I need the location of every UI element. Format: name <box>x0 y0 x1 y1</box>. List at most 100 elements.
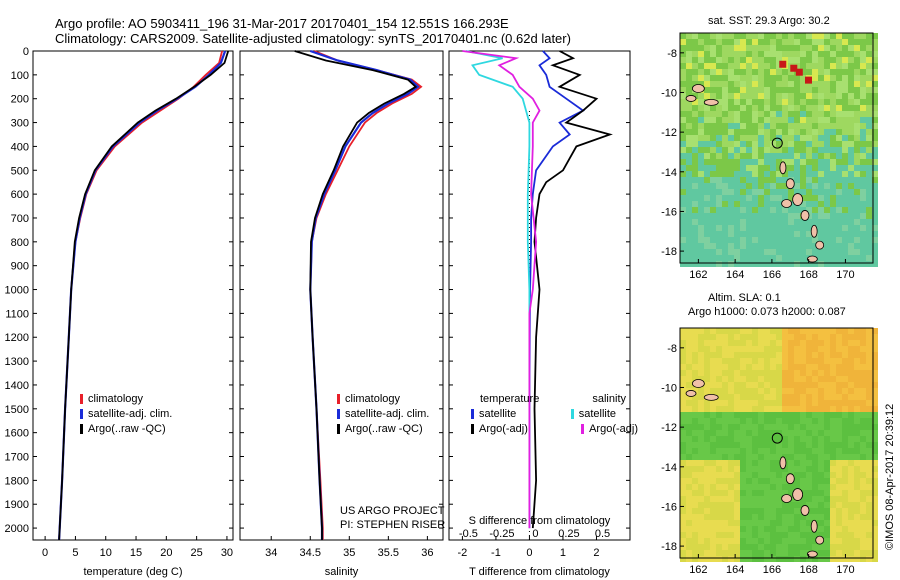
map-cell <box>800 81 806 87</box>
map-cell <box>830 129 836 135</box>
map-cell <box>818 430 824 436</box>
map-cell <box>806 448 812 454</box>
map-cell <box>710 123 716 129</box>
map-cell <box>704 526 710 532</box>
map-cell <box>788 207 794 213</box>
map-cell <box>710 135 716 141</box>
map-cell <box>710 129 716 135</box>
map-cell <box>722 346 728 352</box>
map-cell <box>722 514 728 520</box>
map-cell <box>710 63 716 69</box>
map-cell <box>830 93 836 99</box>
map-cell <box>788 430 794 436</box>
map-cell <box>818 532 824 538</box>
map-cell <box>770 502 776 508</box>
map-cell <box>680 370 686 376</box>
map-cell <box>848 105 854 111</box>
map-cell <box>818 406 824 412</box>
map-cell <box>782 382 788 388</box>
map-cell <box>710 81 716 87</box>
map-cell <box>836 520 842 526</box>
map-cell <box>692 57 698 63</box>
map-cell <box>812 418 818 424</box>
map-cell <box>818 514 824 520</box>
map-cell <box>698 352 704 358</box>
map-cell <box>788 532 794 538</box>
map-cell <box>824 237 830 243</box>
map-cell <box>848 496 854 502</box>
map-cell <box>716 135 722 141</box>
map-cell <box>770 231 776 237</box>
map-cell <box>854 231 860 237</box>
map-cell <box>848 478 854 484</box>
map-cell <box>716 57 722 63</box>
map-cell <box>788 249 794 255</box>
map-cell <box>854 436 860 442</box>
map-cell <box>746 364 752 370</box>
map-cell <box>872 430 878 436</box>
map-cell <box>824 400 830 406</box>
map-cell <box>686 406 692 412</box>
map-cell <box>710 424 716 430</box>
map-cell <box>848 39 854 45</box>
map-cell <box>866 514 872 520</box>
map-cell <box>860 334 866 340</box>
map-cell <box>788 352 794 358</box>
map-cell <box>686 249 692 255</box>
map-cell <box>770 460 776 466</box>
map-cell <box>812 117 818 123</box>
map-cell <box>710 171 716 177</box>
map-cell <box>782 346 788 352</box>
map-cell <box>830 105 836 111</box>
map-cell <box>866 502 872 508</box>
map-cell <box>872 334 878 340</box>
map-cell <box>752 364 758 370</box>
map-cell <box>830 225 836 231</box>
map-cell <box>698 153 704 159</box>
map-cell <box>782 340 788 346</box>
map-cell <box>830 424 836 430</box>
map-cell <box>770 484 776 490</box>
map-cell <box>860 219 866 225</box>
map-cell <box>812 490 818 496</box>
map-cell <box>716 213 722 219</box>
map-cell <box>836 153 842 159</box>
map-cell <box>728 484 734 490</box>
map-cell <box>698 51 704 57</box>
map-cell <box>782 135 788 141</box>
map-cell <box>752 33 758 39</box>
map-cell <box>812 334 818 340</box>
map-cell <box>680 33 686 39</box>
map-cell <box>728 231 734 237</box>
map-cell <box>794 153 800 159</box>
map-cell <box>734 69 740 75</box>
map-cell <box>776 436 782 442</box>
map-cell <box>746 159 752 165</box>
map-cell <box>692 472 698 478</box>
map-cell <box>746 111 752 117</box>
map-cell <box>836 123 842 129</box>
map-cell <box>812 358 818 364</box>
map-cell <box>824 412 830 418</box>
map-cell <box>848 550 854 556</box>
map-cell <box>704 231 710 237</box>
map-cell <box>842 454 848 460</box>
map-cell <box>698 111 704 117</box>
map-cell <box>866 99 872 105</box>
map-cell <box>692 219 698 225</box>
map-cell <box>740 255 746 261</box>
map-cell <box>848 406 854 412</box>
map-cell <box>842 370 848 376</box>
map-cell <box>812 177 818 183</box>
map-cell <box>680 484 686 490</box>
map-cell <box>830 436 836 442</box>
map-cell <box>686 340 692 346</box>
map-cell <box>818 165 824 171</box>
legend-title-temp: temperature <box>480 393 540 405</box>
map-cell <box>860 400 866 406</box>
map-cell <box>746 117 752 123</box>
map-cell <box>848 177 854 183</box>
map-cell <box>806 502 812 508</box>
map-cell <box>734 442 740 448</box>
